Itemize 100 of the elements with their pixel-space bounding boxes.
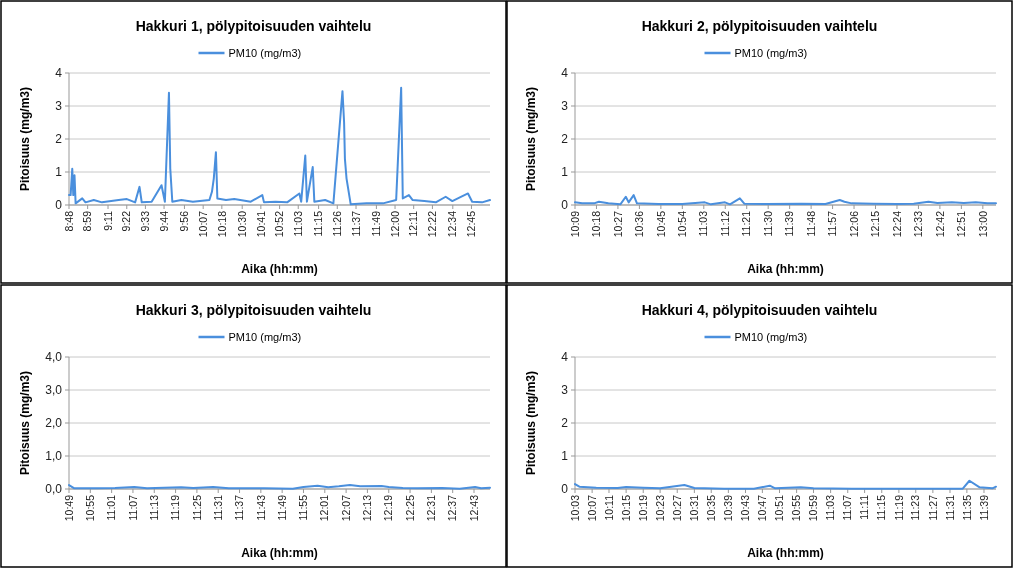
x-tick-label: 10:18 xyxy=(590,210,603,238)
x-tick-label: 11:03 xyxy=(824,494,837,521)
x-tick-label: 11:35 xyxy=(960,494,973,521)
x-tick-label: 11:49 xyxy=(275,494,288,521)
x-tick-label: 10:47 xyxy=(756,494,769,522)
x-tick-label: 12:00 xyxy=(388,210,401,238)
y-tick-label: 2 xyxy=(55,132,63,147)
x-tick-label: 11:19 xyxy=(892,494,905,521)
x-tick-label: 11:49 xyxy=(370,210,383,237)
x-tick-label: 12:22 xyxy=(426,210,439,238)
x-tick-label: 11:21 xyxy=(740,210,753,237)
x-tick-label: 10:52 xyxy=(273,210,286,238)
x-tick-label: 10:59 xyxy=(807,494,820,522)
x-tick-label: 11:39 xyxy=(783,210,796,237)
legend-label: PM10 (mg/m3) xyxy=(228,331,302,343)
x-tick-label: 12:06 xyxy=(847,210,860,238)
y-axis-title: Pitoisuus (mg/m3) xyxy=(524,370,538,476)
x-tick-label: 11:39 xyxy=(977,494,990,521)
x-tick-label: 10:11 xyxy=(602,494,615,521)
y-tick-label: 0 xyxy=(561,482,569,497)
y-tick-label: 3 xyxy=(55,99,63,114)
y-tick-label: 2 xyxy=(561,416,569,431)
x-tick-label: 10:27 xyxy=(670,494,683,522)
y-tick-label: 2 xyxy=(561,132,569,147)
x-tick-label: 12:25 xyxy=(403,494,416,522)
x-tick-label: 11:19 xyxy=(169,494,182,521)
x-tick-label: 10:55 xyxy=(790,494,803,522)
y-tick-label: 3,0 xyxy=(45,383,63,398)
x-tick-label: 11:11 xyxy=(858,494,871,520)
x-tick-label: 10:31 xyxy=(688,494,701,522)
x-tick-label: 8:59 xyxy=(81,210,94,232)
y-tick-label: 0,0 xyxy=(45,482,63,497)
y-tick-label: 3 xyxy=(561,99,569,114)
x-tick-label: 9:22 xyxy=(120,210,133,232)
x-tick-label: 12:15 xyxy=(869,210,882,238)
x-tick-label: 12:33 xyxy=(912,210,925,238)
x-tick-label: 11:37 xyxy=(349,210,362,237)
y-tick-label: 1,0 xyxy=(45,449,63,464)
x-tick-label: 9:44 xyxy=(157,210,170,232)
x-tick-label: 10:07 xyxy=(585,494,598,522)
x-axis-title: Aika (hh:mm) xyxy=(747,546,824,560)
x-tick-label: 13:00 xyxy=(976,210,989,238)
y-tick-label: 2,0 xyxy=(45,416,63,431)
x-tick-label: 12:42 xyxy=(933,210,946,238)
x-tick-label: 12:11 xyxy=(407,210,420,237)
x-tick-label: 11:55 xyxy=(297,494,310,521)
x-tick-label: 12:19 xyxy=(382,494,395,522)
x-tick-label: 11:26 xyxy=(330,210,343,237)
y-tick-label: 4 xyxy=(55,66,63,81)
x-tick-label: 11:07 xyxy=(841,494,854,521)
legend-label: PM10 (mg/m3) xyxy=(228,47,302,59)
y-tick-label: 0 xyxy=(561,198,569,213)
x-axis-title: Aika (hh:mm) xyxy=(241,546,318,560)
x-tick-label: 10:51 xyxy=(773,494,786,522)
x-tick-label: 11:13 xyxy=(147,494,160,521)
x-tick-label: 10:43 xyxy=(739,494,752,522)
x-tick-label: 10:23 xyxy=(653,494,666,522)
legend-label: PM10 (mg/m3) xyxy=(734,331,808,343)
x-tick-label: 11:07 xyxy=(126,494,139,521)
y-tick-label: 1 xyxy=(561,449,569,464)
y-axis-title: Pitoisuus (mg/m3) xyxy=(524,86,538,192)
y-tick-label: 3 xyxy=(561,383,569,398)
legend-label: PM10 (mg/m3) xyxy=(734,47,808,59)
y-tick-label: 1 xyxy=(561,165,569,180)
x-tick-label: 12:34 xyxy=(446,210,459,238)
y-axis-title: Pitoisuus (mg/m3) xyxy=(18,370,32,476)
x-tick-label: 10:49 xyxy=(62,494,75,522)
x-tick-label: 10:55 xyxy=(83,494,96,522)
y-tick-label: 1 xyxy=(55,165,63,180)
x-tick-label: 11:31 xyxy=(211,494,224,521)
x-tick-label: 11:31 xyxy=(943,494,956,521)
x-tick-label: 10:35 xyxy=(704,494,717,522)
chart-title: Hakkuri 2, pölypitoisuuden vaihtelu xyxy=(641,18,878,34)
x-axis-title: Aika (hh:mm) xyxy=(241,262,318,276)
x-tick-label: 11:15 xyxy=(312,210,325,237)
x-axis-title: Aika (hh:mm) xyxy=(747,262,824,276)
chart-title: Hakkuri 3, pölypitoisuuden vaihtelu xyxy=(135,302,372,318)
x-tick-label: 10:19 xyxy=(636,494,649,522)
x-tick-label: 11:43 xyxy=(254,494,267,521)
x-tick-label: 10:45 xyxy=(654,210,667,238)
x-tick-label: 10:54 xyxy=(676,210,688,238)
x-tick-label: 10:36 xyxy=(633,210,646,238)
y-tick-label: 4,0 xyxy=(45,350,63,365)
x-tick-label: 11:01 xyxy=(105,494,118,521)
x-tick-label: 12:24 xyxy=(890,210,903,238)
x-tick-label: 10:07 xyxy=(196,210,209,238)
x-tick-label: 11:57 xyxy=(826,210,839,237)
x-tick-label: 11:03 xyxy=(291,210,304,237)
x-tick-label: 11:23 xyxy=(909,494,922,521)
x-tick-label: 10:03 xyxy=(568,494,581,522)
x-tick-label: 11:37 xyxy=(233,494,246,521)
x-tick-label: 10:41 xyxy=(254,210,267,238)
x-tick-label: 12:43 xyxy=(467,494,480,522)
chart-title: Hakkuri 1, pölypitoisuuden vaihtelu xyxy=(135,18,372,34)
x-tick-label: 11:03 xyxy=(697,210,710,237)
x-tick-label: 12:45 xyxy=(465,210,478,238)
x-tick-label: 10:39 xyxy=(722,494,735,522)
x-tick-label: 11:48 xyxy=(804,210,817,237)
x-tick-label: 12:31 xyxy=(425,494,438,522)
x-tick-label: 11:27 xyxy=(926,494,939,521)
